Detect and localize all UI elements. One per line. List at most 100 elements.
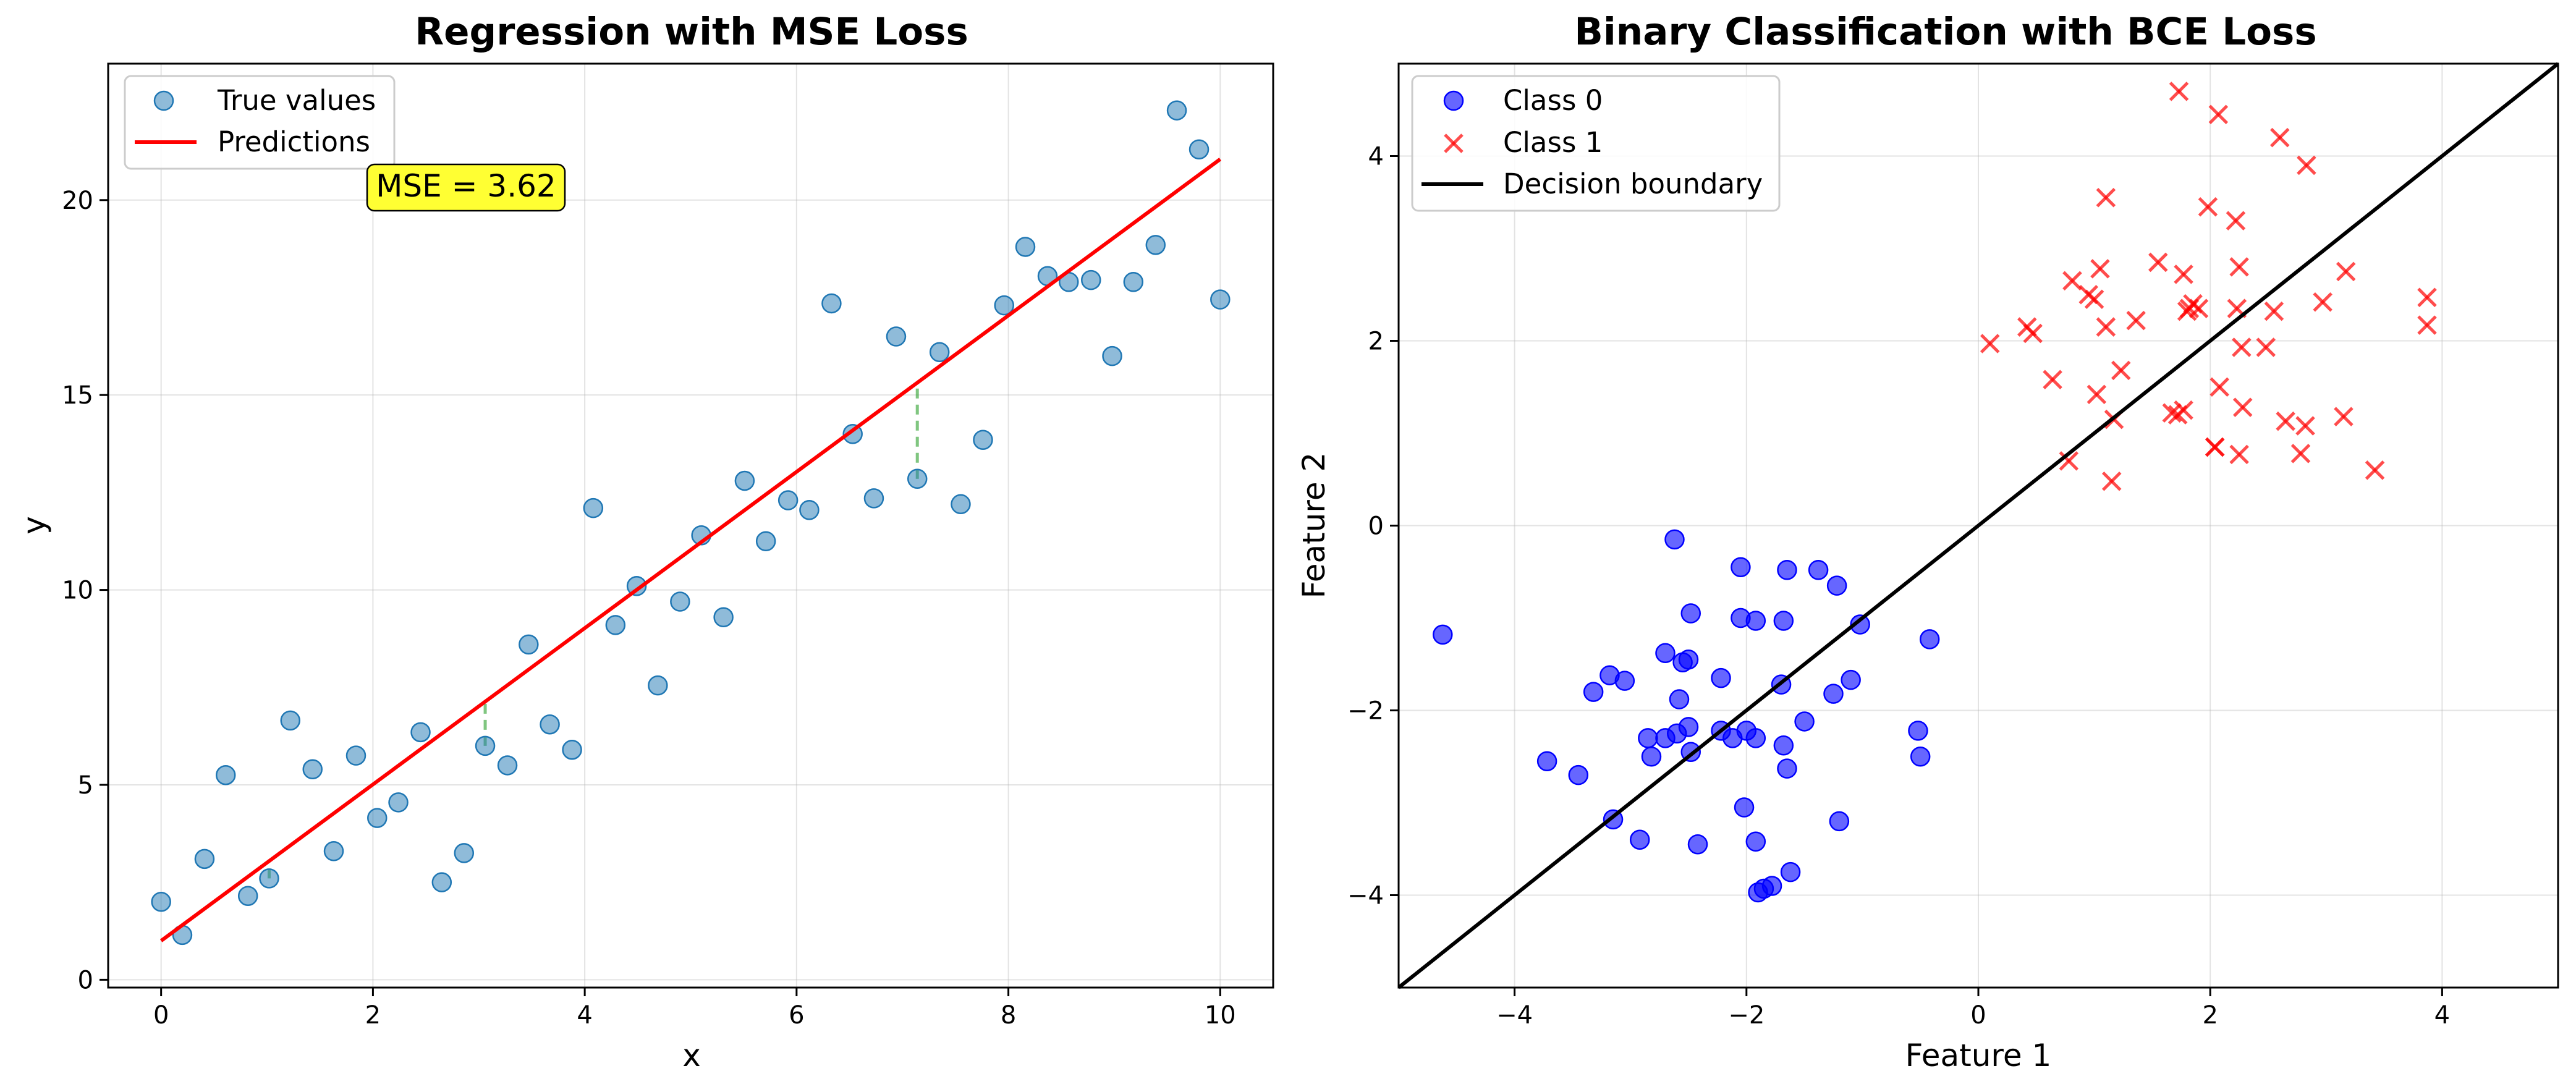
class-1-point (2232, 337, 2252, 357)
class-1-point-stroke (2111, 360, 2131, 381)
data-point (323, 840, 344, 861)
data-point (1145, 235, 1166, 255)
class-1-point-stroke (2023, 323, 2043, 344)
class-1-point (2417, 287, 2437, 308)
data-point (540, 714, 560, 735)
data-point (863, 488, 884, 509)
data-point (215, 764, 236, 785)
class-1-point-stroke (2188, 298, 2209, 318)
class-0-point (1745, 831, 1766, 852)
regression-xlabel: x (682, 1038, 701, 1073)
class-1-point (2205, 437, 2225, 457)
class-1-point-stroke (2198, 197, 2218, 217)
data-point (388, 792, 409, 813)
data-point (842, 424, 863, 444)
class-1-point-stroke (2205, 437, 2225, 457)
class-1-point-stroke (2295, 416, 2315, 436)
classification-legend-box (1411, 75, 1781, 212)
class-1-point (2229, 257, 2249, 277)
mse-annotation-text: MSE = 3.62 (376, 168, 556, 204)
class-1-point (2232, 397, 2253, 417)
legend-label-predictions: Predictions (218, 125, 370, 158)
class-1-point-stroke (2148, 252, 2168, 273)
legend-marker-class-1 (1444, 133, 1464, 153)
class-1-point (2208, 104, 2229, 124)
class-0-point (1773, 611, 1794, 631)
data-point (583, 497, 604, 518)
class-1-point (2290, 444, 2311, 463)
class-1-point-stroke (2269, 127, 2290, 148)
data-point (670, 591, 690, 612)
class-0-point (1773, 735, 1794, 756)
class-0-point (1753, 878, 1774, 899)
class-0-point (1808, 560, 1829, 580)
classification-title: Binary Classification with BCE Loss (1574, 10, 2316, 54)
class-1-point-stroke (2229, 257, 2249, 277)
class-0-point (1823, 684, 1844, 704)
x-tick-label: 0 (153, 1001, 169, 1030)
class-1-point (2334, 407, 2354, 426)
class-0-point (1678, 650, 1699, 670)
class-1-point-stroke (2264, 301, 2284, 321)
data-point (1015, 237, 1036, 257)
classification-legend: Class 0 Class 1 Decision boundary (1411, 75, 1781, 212)
class-0-point (1433, 624, 1453, 645)
x-tick-label: 4 (2434, 1001, 2450, 1030)
class-1-point-stroke (2336, 261, 2356, 282)
classification-ticks: −4 −2 0 2 4 −4 −2 0 2 4 (1347, 143, 2450, 1030)
data-point (777, 490, 799, 510)
y-tick-label: 10 (62, 577, 93, 605)
classification-ylabel: Feature 2 (1296, 452, 1332, 599)
class-1-point-stroke (2232, 337, 2252, 357)
data-point (799, 500, 820, 520)
class-1-point-stroke (2210, 377, 2229, 397)
class-1-point (2256, 337, 2276, 357)
class-1-point-stroke (2087, 384, 2107, 404)
class-0-point (1680, 603, 1701, 624)
class-1-point-stroke (2162, 403, 2182, 423)
class-1-point (2276, 411, 2295, 431)
y-tick-label: 0 (78, 966, 93, 994)
mse-annotation-box (366, 163, 566, 212)
class-1-point (2169, 82, 2189, 101)
class-1-point-stroke (2226, 211, 2246, 231)
data-point (302, 759, 323, 780)
class-1-point-stroke (2126, 310, 2146, 331)
class-0-point (1826, 575, 1847, 596)
class-1-point-stroke (1980, 334, 2000, 353)
data-point (259, 868, 279, 889)
data-point (497, 755, 518, 776)
class-1-point-stroke (2174, 265, 2193, 284)
class-1-point-stroke (2290, 444, 2311, 463)
class-1-point (2269, 127, 2290, 148)
class-1-point (2096, 188, 2116, 208)
class-0-point (1655, 643, 1676, 664)
y-tick-label: −2 (1347, 697, 1384, 726)
class-1-point-stroke (2101, 471, 2122, 491)
class-1-point (2090, 259, 2110, 279)
class-1-point (2365, 460, 2385, 480)
data-point (1166, 100, 1187, 121)
class-1-point (2111, 360, 2131, 381)
class-1-point-stroke (2062, 271, 2082, 291)
class-1-point (2295, 416, 2315, 436)
mse-annotation: MSE = 3.62 (366, 163, 566, 212)
class-0-point (1629, 829, 1650, 850)
data-point (519, 634, 539, 655)
data-point (973, 430, 993, 450)
x-tick-label: 0 (1970, 1001, 1986, 1030)
data-point (648, 675, 668, 696)
data-point (151, 891, 171, 912)
y-tick-label: 2 (1368, 328, 1384, 356)
y-tick-label: 4 (1368, 143, 1384, 171)
regression-ticks: 0 2 4 6 8 10 0 5 10 15 20 (62, 187, 1236, 1030)
class-1-point (2162, 403, 2182, 423)
class-1-point-stroke (2167, 405, 2188, 425)
y-tick-label: −4 (1347, 882, 1384, 910)
data-point (929, 342, 950, 363)
class-1-point (2084, 289, 2104, 309)
class-0-point (1919, 629, 1940, 650)
data-point (367, 808, 388, 828)
legend-label-class-1: Class 1 (1503, 126, 1603, 159)
